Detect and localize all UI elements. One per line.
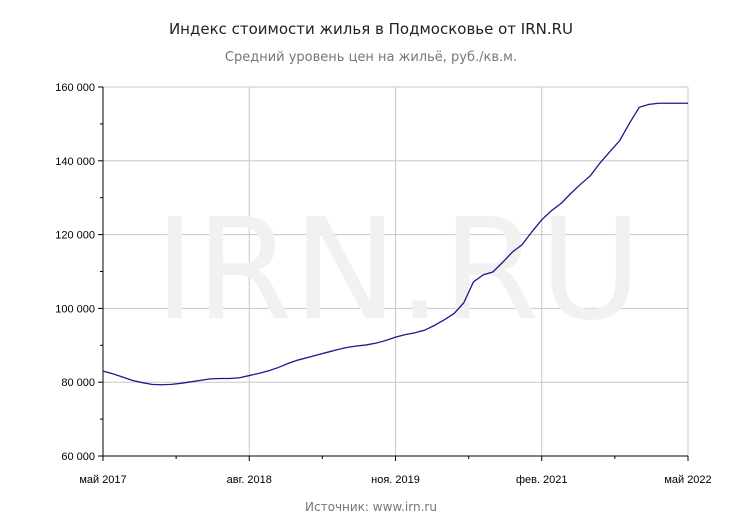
chart-subtitle: Средний уровень цен на жильё, руб./кв.м. [224, 50, 518, 65]
series-line [102, 102, 688, 386]
y-tick-label: 100 000 [55, 303, 95, 315]
x-tick-label: ноя. 2019 [371, 474, 420, 486]
grid-lines [103, 86, 689, 456]
y-tick-labels: 60 000 80 000 100 000 120 000 140 000 160 000 [55, 82, 95, 463]
x-tick-label: фев. 2021 [516, 474, 568, 486]
y-tick-label: 60 000 [61, 451, 95, 463]
x-tick-label: авг. 2018 [227, 474, 272, 486]
chart-title: Индекс стоимости жилья в Подмосковье от … [168, 20, 574, 38]
y-tick-label: 120 000 [55, 230, 95, 242]
x-tick-label: май 2017 [79, 474, 126, 486]
y-tick-label: 160 000 [55, 82, 95, 94]
axes [98, 86, 689, 461]
x-tick-label: май 2022 [664, 474, 711, 486]
y-tick-label: 80 000 [61, 377, 95, 389]
x-tick-labels: май 2017 авг. 2018 ноя. 2019 фев. 2021 май 2… [79, 474, 711, 486]
y-tick-label: 140 000 [55, 156, 95, 168]
watermark-text: IRN.RU [154, 189, 642, 352]
source-caption: Источник: www.irn.ru [305, 500, 437, 514]
